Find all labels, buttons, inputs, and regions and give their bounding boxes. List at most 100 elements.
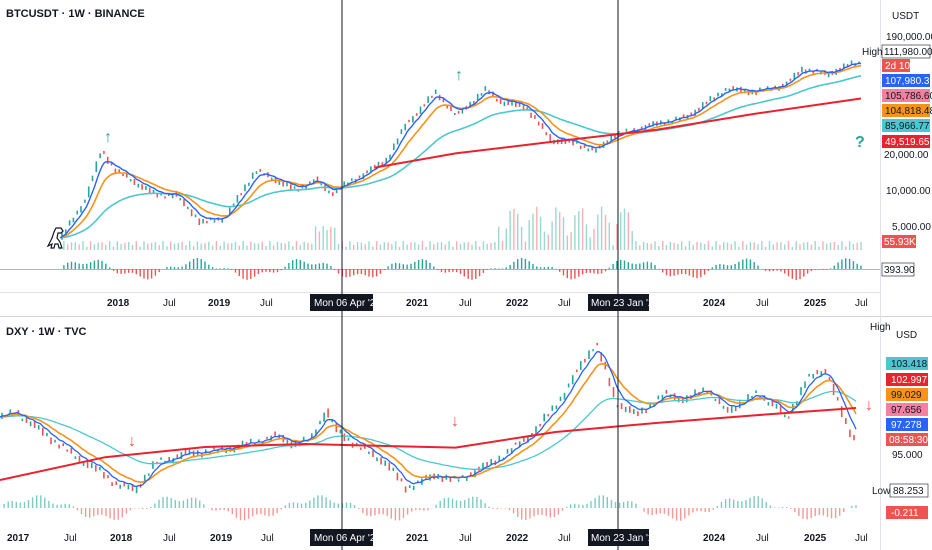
dxy-badge-ma2-text: 99.029 [891, 390, 922, 401]
dxy-oscillator-bar [199, 500, 201, 508]
btc-candle [312, 179, 315, 185]
dxy-candle [331, 419, 333, 423]
btc-candle [789, 78, 792, 82]
dxy-candle [592, 349, 594, 352]
dxy-candle [820, 371, 823, 377]
btc-candle [663, 122, 666, 126]
btc-oscillator-bar [654, 265, 656, 269]
dxy-oscillator-badge [886, 506, 928, 519]
dxy-currency-label[interactable]: USD [896, 330, 917, 341]
btc-candle [362, 173, 365, 180]
btc-oscillator-bar [196, 258, 199, 269]
dxy-oscillator-bar [761, 498, 763, 508]
dxy-oscillator-bar [166, 496, 168, 508]
dxy-chart-title: DXY · 1W · TVC [6, 326, 87, 338]
btc-candle [427, 96, 429, 103]
btc-oscillator-bar [696, 269, 698, 279]
btc-oscillator-bar [185, 264, 187, 269]
btc-candle [221, 218, 223, 223]
dxy-oscillator-bar [435, 504, 437, 508]
dxy-oscillator-bar [231, 508, 233, 515]
btc-volume-bar [402, 241, 404, 250]
btc-oscillator-bar [345, 269, 347, 278]
dxy-candle [787, 416, 790, 419]
dxy-candle [706, 390, 708, 394]
btc-oscillator-bar [250, 269, 252, 279]
dxy-candle [58, 444, 60, 449]
btc-badge-ma2-text: 104,818.48 [885, 106, 932, 117]
btc-volume-bar [177, 242, 179, 250]
btc-volume-badge-text: 55.93K [884, 237, 916, 248]
btc-candle [682, 114, 685, 118]
btc-volume-bar [688, 241, 691, 250]
btc-volume-bar [292, 246, 294, 250]
btc-volume-bar [105, 244, 107, 250]
dxy-oscillator-bar [851, 505, 853, 508]
dxy-candle [702, 387, 704, 391]
btc-candle [232, 203, 235, 206]
btc-volume-bar [440, 242, 443, 250]
dxy-oscillator-bar [89, 508, 91, 518]
dxy-candle [400, 478, 403, 482]
btc-candle [423, 104, 426, 107]
dxy-oscillator-bar [313, 497, 315, 508]
btc-candle [141, 184, 143, 190]
btc-candle [95, 161, 98, 172]
dxy-candle [849, 429, 851, 438]
dxy-candle [490, 459, 492, 466]
dxy-oscillator-bar [521, 508, 523, 520]
btc-candle [103, 151, 105, 154]
btc-oscillator-bar [810, 269, 813, 271]
btc-oscillator-bar [97, 259, 99, 269]
btc-volume-bar [269, 241, 271, 250]
dxy-candle [412, 485, 415, 491]
dxy-oscillator-bar [459, 501, 462, 508]
btc-volume-bar [627, 212, 629, 250]
btc-oscillator-bar [227, 268, 229, 269]
dxy-oscillator-bar [806, 508, 808, 520]
dxy-candle [50, 437, 52, 445]
dxy-oscillator-bar [565, 506, 568, 508]
btc-oscillator-bar [128, 269, 130, 273]
btc-volume-bar [97, 242, 99, 250]
dxy-oscillator-bar [353, 505, 356, 508]
btc-candle [335, 187, 338, 194]
btc-candle [202, 219, 204, 224]
btc-volume-bar [143, 241, 145, 250]
dxy-oscillator-bar [745, 500, 747, 508]
btc-currency-label[interactable]: USDT [892, 11, 919, 22]
dxy-candle [653, 403, 655, 407]
dxy-oscillator-bar [839, 508, 841, 516]
btc-volume-bar [387, 242, 389, 250]
dxy-candle [629, 406, 631, 413]
btc-oscillator-bar [353, 269, 355, 276]
btc-oscillator-bar [780, 269, 782, 272]
btc-volume-bar [555, 207, 557, 250]
btc-candle [190, 209, 193, 217]
dxy-oscillator-bar [671, 508, 674, 519]
btc-candle [576, 141, 578, 144]
btc-candle [156, 193, 159, 198]
btc-oscillator-bar [616, 261, 618, 269]
btc-oscillator-bar [139, 269, 141, 277]
dxy-oscillator-bar [822, 508, 825, 516]
btc-oscillator-bar [135, 269, 137, 275]
btc-badge-price-text: 107,980.31 [885, 76, 932, 87]
dxy-badge-price-text: 97.278 [891, 420, 922, 431]
btc-oscillator-bar [276, 269, 279, 273]
btc-volume-bar [101, 242, 103, 250]
dxy-oscillator-bar [390, 508, 392, 519]
btc-oscillator-bar [63, 265, 65, 269]
btc-oscillator-bar [833, 265, 835, 269]
btc-candle [248, 182, 250, 186]
btc-volume-bar [185, 245, 187, 250]
dxy-oscillator-bar [830, 508, 833, 519]
btc-volume-bar [261, 241, 263, 250]
dxy-oscillator-bar [125, 508, 128, 514]
dxy-oscillator-bar [317, 495, 319, 508]
btc-oscillator-bar [524, 258, 527, 269]
btc-oscillator-bar [253, 269, 256, 277]
btc-oscillator-bar [395, 262, 397, 269]
btc-volume-bar [681, 241, 683, 250]
dxy-high-label: High [870, 322, 891, 333]
